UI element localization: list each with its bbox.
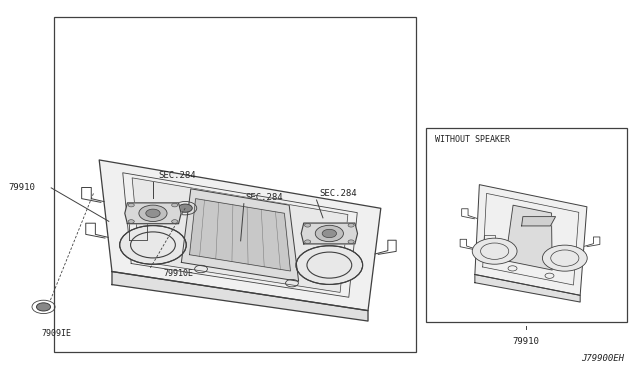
Circle shape (322, 229, 337, 238)
Polygon shape (475, 185, 587, 295)
Circle shape (305, 240, 310, 243)
Circle shape (348, 240, 354, 243)
Circle shape (348, 224, 354, 227)
Circle shape (543, 245, 588, 271)
Text: 79910E: 79910E (163, 269, 193, 278)
Polygon shape (475, 275, 580, 302)
Polygon shape (522, 217, 556, 226)
Polygon shape (112, 272, 368, 321)
Circle shape (316, 225, 344, 242)
Circle shape (296, 246, 363, 285)
Text: SEC.284: SEC.284 (158, 171, 196, 180)
Polygon shape (506, 205, 552, 270)
Polygon shape (189, 199, 291, 271)
Polygon shape (132, 178, 348, 292)
Circle shape (305, 224, 310, 227)
Polygon shape (301, 223, 358, 244)
Bar (54, 17, 416, 352)
Text: 7909IE: 7909IE (42, 329, 72, 338)
Circle shape (139, 205, 167, 221)
Polygon shape (181, 189, 299, 281)
Text: J79900EH: J79900EH (581, 354, 624, 363)
Circle shape (172, 220, 178, 223)
Text: 79910: 79910 (513, 337, 540, 346)
Text: WITHOUT SPEAKER: WITHOUT SPEAKER (435, 135, 510, 144)
Circle shape (472, 238, 517, 264)
Circle shape (178, 204, 192, 212)
Polygon shape (99, 160, 381, 311)
Circle shape (128, 220, 134, 223)
Text: SEC.284: SEC.284 (320, 189, 357, 198)
Circle shape (146, 209, 160, 218)
Polygon shape (125, 203, 181, 224)
Circle shape (172, 203, 178, 207)
Circle shape (128, 203, 134, 207)
Bar (426, 128, 627, 322)
Text: 79910: 79910 (8, 183, 35, 192)
Circle shape (36, 303, 51, 311)
Circle shape (120, 225, 186, 264)
Text: SEC.284: SEC.284 (246, 193, 284, 202)
